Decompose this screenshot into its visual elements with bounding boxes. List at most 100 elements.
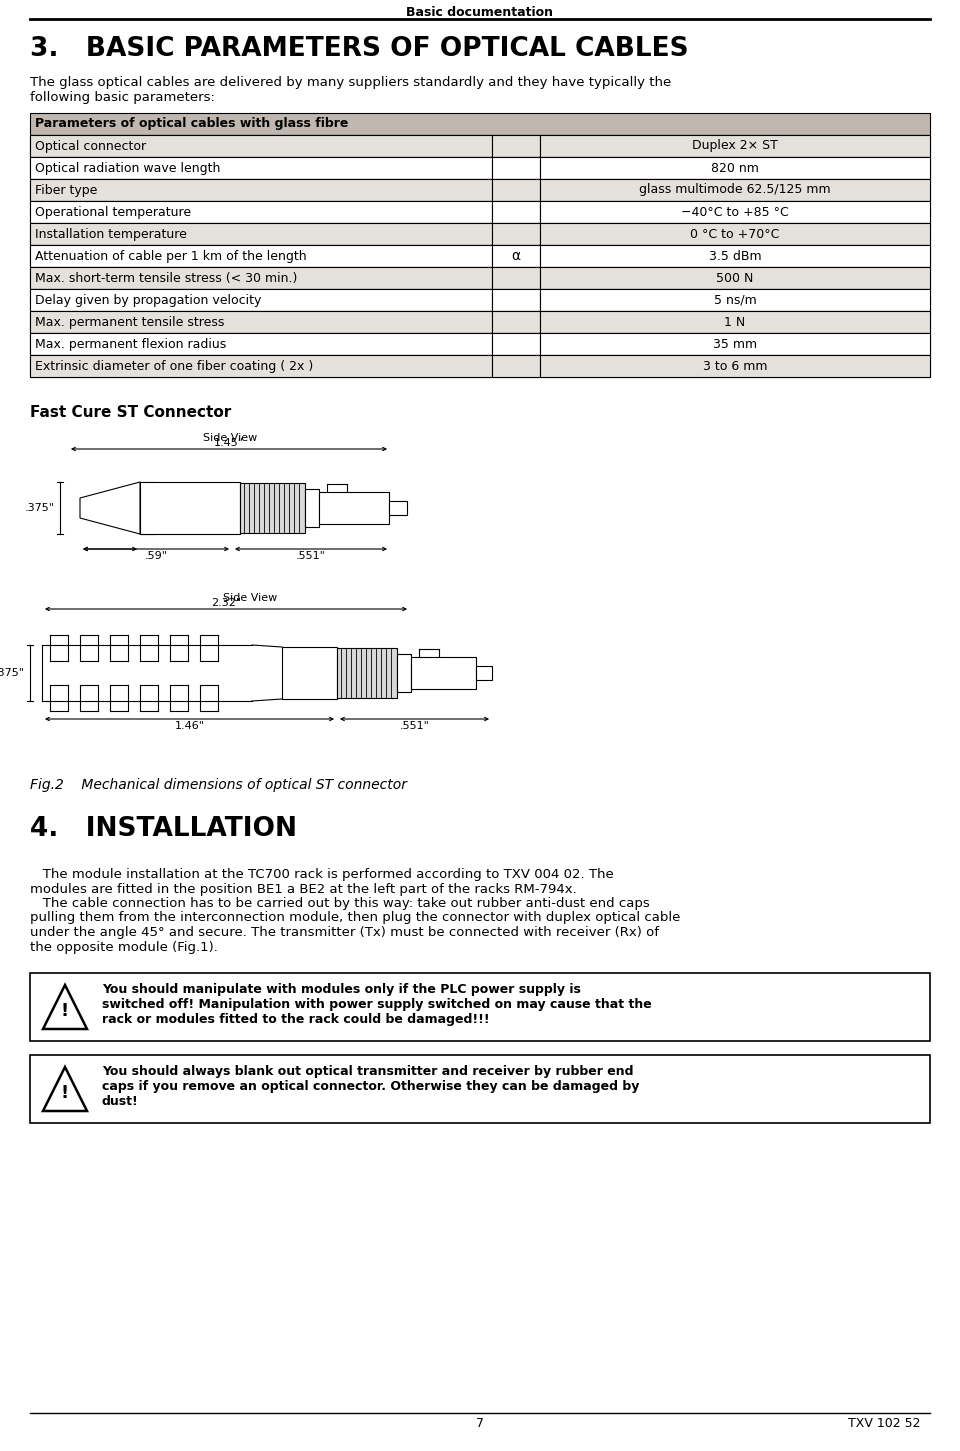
Text: .375": .375" (25, 503, 55, 514)
Bar (492, 355, 540, 377)
Bar (476, 666, 492, 681)
Bar (492, 178, 540, 202)
Bar (30, 178, 492, 202)
Text: under the angle 45° and secure. The transmitter (Tx) must be connected with rece: under the angle 45° and secure. The tran… (30, 926, 659, 939)
Bar (30, 355, 930, 377)
Bar (30, 289, 492, 311)
Text: You should always blank out optical transmitter and receiver by rubber end
caps : You should always blank out optical tran… (102, 1065, 639, 1109)
Bar (30, 202, 492, 223)
Bar (30, 223, 492, 245)
Text: .551": .551" (399, 721, 429, 731)
Text: 3 to 6 mm: 3 to 6 mm (703, 360, 767, 373)
Text: Extrinsic diameter of one fiber coating ( 2x ): Extrinsic diameter of one fiber coating … (35, 360, 313, 373)
Text: Basic documentation: Basic documentation (406, 6, 554, 19)
Bar (30, 974, 930, 1040)
Bar (411, 657, 476, 689)
Polygon shape (80, 482, 140, 534)
Text: Duplex 2× ST: Duplex 2× ST (692, 139, 778, 152)
Text: Fiber type: Fiber type (35, 184, 97, 197)
Text: The cable connection has to be carried out by this way: take out rubber anti-dus: The cable connection has to be carried o… (30, 897, 650, 910)
Text: The module installation at the TC700 rack is performed according to TXV 004 02. : The module installation at the TC700 rac… (30, 868, 613, 881)
Text: 3.   BASIC PARAMETERS OF OPTICAL CABLES: 3. BASIC PARAMETERS OF OPTICAL CABLES (30, 36, 688, 62)
Bar (540, 245, 930, 267)
Bar (30, 267, 930, 289)
Text: glass multimode 62.5/125 mm: glass multimode 62.5/125 mm (639, 183, 830, 196)
Text: Optical connector: Optical connector (35, 139, 146, 152)
Bar (492, 223, 540, 245)
Text: 1.46": 1.46" (175, 721, 204, 731)
Text: the opposite module (Fig.1).: the opposite module (Fig.1). (30, 940, 218, 953)
Bar (30, 135, 492, 157)
Text: TXV 102 52: TXV 102 52 (848, 1418, 920, 1431)
Text: .375": .375" (0, 667, 25, 678)
Bar (492, 202, 540, 223)
Bar (319, 492, 389, 524)
Bar (492, 311, 540, 332)
Text: 3.5 dBm: 3.5 dBm (708, 250, 761, 263)
Bar (30, 355, 492, 377)
Bar (30, 223, 930, 245)
Text: !: ! (60, 1084, 69, 1101)
Text: Max. permanent tensile stress: Max. permanent tensile stress (35, 316, 225, 329)
Text: .551": .551" (296, 551, 326, 562)
Bar (30, 289, 930, 311)
Bar (540, 311, 930, 332)
Text: Side View: Side View (223, 593, 277, 604)
Text: Fast Cure ST Connector: Fast Cure ST Connector (30, 405, 231, 419)
Text: pulling them from the interconnection module, then plug the connector with duple: pulling them from the interconnection mo… (30, 911, 681, 924)
Bar (337, 649, 397, 698)
Bar (30, 311, 930, 332)
Bar (30, 202, 930, 223)
Bar (492, 267, 540, 289)
Bar (240, 483, 305, 533)
Bar (540, 157, 930, 178)
Bar (140, 482, 240, 534)
Bar (492, 289, 540, 311)
Text: 1.45": 1.45" (214, 438, 244, 448)
Bar (492, 135, 540, 157)
Bar (30, 245, 492, 267)
Text: Operational temperature: Operational temperature (35, 206, 191, 219)
Text: You should manipulate with modules only if the PLC power supply is
switched off!: You should manipulate with modules only … (102, 982, 652, 1026)
Text: α: α (512, 250, 520, 263)
Text: Installation temperature: Installation temperature (35, 228, 187, 241)
Text: modules are fitted in the position BE1 a BE2 at the left part of the racks RM-79: modules are fitted in the position BE1 a… (30, 882, 577, 895)
Bar (540, 267, 930, 289)
Text: Max. short-term tensile stress (< 30 min.): Max. short-term tensile stress (< 30 min… (35, 271, 298, 284)
Text: Delay given by propagation velocity: Delay given by propagation velocity (35, 295, 261, 308)
Bar (540, 289, 930, 311)
Polygon shape (43, 985, 87, 1029)
Text: Fig.2    Mechanical dimensions of optical ST connector: Fig.2 Mechanical dimensions of optical S… (30, 778, 407, 792)
Bar (30, 178, 930, 202)
Bar (30, 1055, 930, 1123)
Bar (30, 245, 930, 267)
Text: .59": .59" (145, 551, 167, 562)
Bar (540, 223, 930, 245)
Text: 0 °C to +70°C: 0 °C to +70°C (690, 228, 780, 241)
Text: The glass optical cables are delivered by many suppliers standardly and they hav: The glass optical cables are delivered b… (30, 75, 671, 104)
Text: Parameters of optical cables with glass fibre: Parameters of optical cables with glass … (35, 118, 348, 131)
Bar (540, 135, 930, 157)
Text: 5 ns/m: 5 ns/m (713, 293, 756, 306)
Text: 4.   INSTALLATION: 4. INSTALLATION (30, 815, 297, 842)
Bar (30, 135, 930, 157)
Bar (540, 355, 930, 377)
Bar (540, 332, 930, 355)
Text: 820 nm: 820 nm (711, 161, 759, 174)
Text: 500 N: 500 N (716, 271, 754, 284)
Bar (282, 647, 337, 699)
Text: 35 mm: 35 mm (713, 338, 757, 351)
Bar (397, 654, 411, 692)
Text: Optical radiation wave length: Optical radiation wave length (35, 163, 221, 176)
Text: 2.32": 2.32" (211, 598, 241, 608)
Text: Side View: Side View (203, 432, 257, 443)
Bar (492, 157, 540, 178)
Bar (389, 501, 407, 515)
Polygon shape (43, 1066, 87, 1111)
Bar (30, 267, 492, 289)
Bar (30, 157, 930, 178)
Bar (305, 489, 319, 527)
Text: !: ! (60, 1003, 69, 1020)
Bar (540, 178, 930, 202)
Text: Attenuation of cable per 1 km of the length: Attenuation of cable per 1 km of the len… (35, 250, 306, 263)
